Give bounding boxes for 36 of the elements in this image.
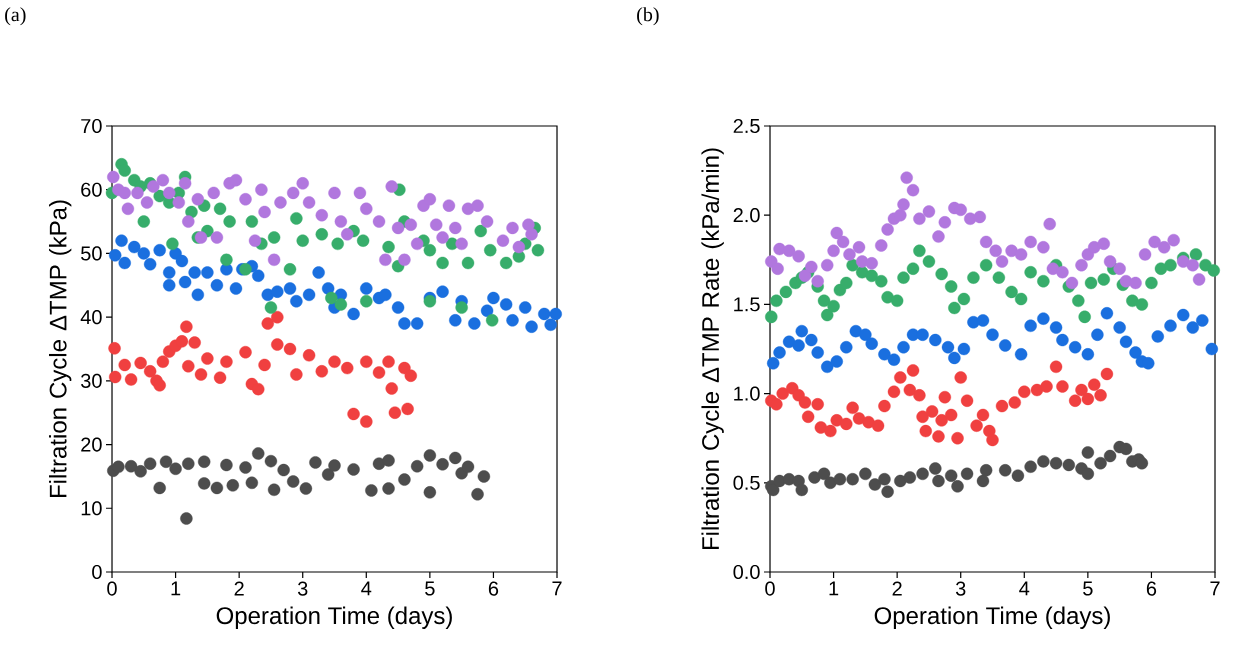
x-tick-label: 2 [234, 581, 244, 596]
x-tick-label: 6 [1146, 581, 1157, 596]
x-tick-label: 1 [829, 581, 839, 596]
y-tick-label: 2.5 [733, 118, 760, 134]
y-tick-label: 30 [81, 373, 102, 388]
y-tick-label: 40 [80, 310, 102, 325]
y-axis-title: Filtration Cycle ΔTMP Rate (kPa/min) [701, 148, 724, 550]
chart-title: (a) [5, 7, 26, 26]
chart-title: (b) [637, 7, 659, 26]
x-tick-label: 3 [297, 581, 308, 596]
y-tick-label: 1.5 [734, 297, 760, 312]
y-tick-label: 60 [81, 182, 102, 197]
x-tick-label: 7 [552, 581, 562, 596]
y-tick-label: 0 [92, 564, 102, 580]
x-tick-label: 6 [488, 581, 499, 596]
x-axis-title: Operation Time (days) [216, 606, 452, 629]
x-tick-label: 5 [1083, 581, 1093, 596]
y-tick-label: 2.0 [733, 208, 760, 223]
x-tick-label: 3 [955, 581, 966, 596]
x-tick-label: 0 [107, 581, 117, 596]
y-tick-label: 0.0 [733, 564, 760, 580]
x-tick-label: 7 [1210, 581, 1220, 596]
y-tick-label: 20 [81, 437, 102, 452]
x-tick-label: 4 [1019, 581, 1030, 596]
y-tick-label: 70 [81, 118, 102, 134]
y-tick-label: 0.5 [733, 475, 760, 490]
x-tick-label: 4 [361, 581, 372, 596]
x-axis-title: Operation Time (days) [874, 606, 1110, 629]
y-tick-label: 1.0 [734, 386, 760, 401]
y-axis-title: Filtration Cycle ΔTMP (kPa) [48, 200, 72, 498]
x-tick-label: 0 [765, 581, 775, 596]
x-tick-label: 2 [892, 581, 902, 596]
y-tick-label: 50 [81, 246, 102, 261]
x-tick-label: 5 [425, 581, 435, 596]
y-tick-label: 10 [81, 501, 102, 516]
x-tick-label: 1 [171, 581, 181, 596]
